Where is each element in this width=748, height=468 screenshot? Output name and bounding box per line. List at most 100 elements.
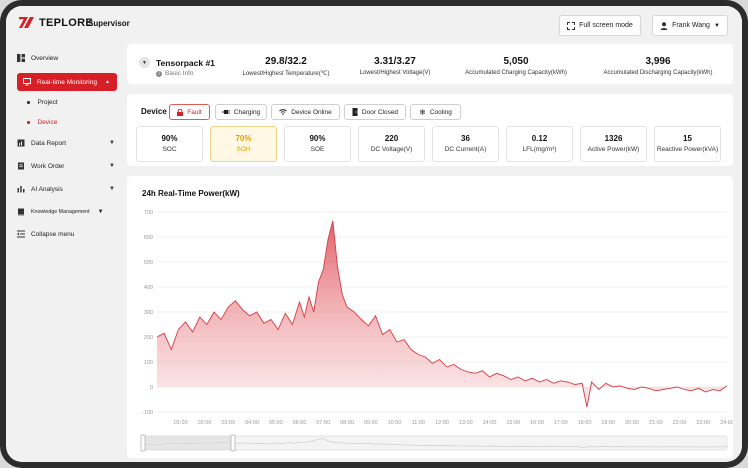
sidebar-subitem-device[interactable]: Device	[27, 119, 57, 126]
stat-charging-capacity: 5,050 Accumulated Charging Capacity(kWh)	[454, 56, 578, 76]
lock-icon	[177, 108, 184, 116]
collapse-icon	[17, 230, 25, 238]
kpi-soe: 90% SOE	[284, 126, 351, 162]
status-badge-device-online[interactable]: Device Online	[271, 104, 340, 120]
stat-temperature: 29.8/32.2 Lowest/Highest Temperature(℃)	[234, 56, 338, 77]
sidebar-item-overview[interactable]: Overview	[17, 49, 58, 67]
stat-value: 29.8/32.2	[265, 56, 307, 67]
snowflake-icon: ❄	[419, 107, 426, 117]
chevron-down-icon: ▼	[97, 209, 104, 215]
kpi-value: 70%	[235, 134, 252, 143]
x-tick-label: 02:00	[198, 420, 212, 426]
sidebar: Overview Real-time Monitoring ▲ Project …	[6, 40, 124, 462]
kpi-soc: 90% SOC	[136, 126, 203, 162]
kpi-value: 36	[461, 134, 470, 143]
y-tick-label: -100	[142, 410, 153, 416]
sidebar-item-work-order[interactable]: Work Order ▼	[17, 157, 117, 175]
status-badge-door-closed[interactable]: Door Closed	[344, 104, 406, 120]
chevron-down-icon: ▼	[109, 163, 115, 169]
kpi-value: 90%	[161, 134, 178, 143]
kpi-lfl: 0.12 LFL(mg/m³)	[506, 126, 573, 162]
door-icon	[352, 108, 358, 116]
kpi-label: DC Voltage(V)	[370, 146, 413, 153]
x-tick-label: 13:00	[459, 420, 473, 426]
kpi-value: 1326	[604, 134, 623, 143]
badge-label: Device Online	[291, 108, 332, 116]
kpi-value: 0.12	[531, 134, 548, 143]
clipboard-icon	[18, 162, 24, 170]
basic-info-link[interactable]: i Basic Info	[156, 70, 194, 77]
x-tick-label: 16:00	[530, 420, 544, 426]
device-title: Device	[141, 107, 167, 116]
bullet-icon	[27, 121, 30, 124]
x-tick-label: 14:00	[483, 420, 497, 426]
status-badge-fault[interactable]: Fault	[169, 104, 210, 120]
sidebar-item-knowledge-management[interactable]: Knowledge Management ▼	[17, 203, 117, 221]
bullet-icon	[27, 101, 30, 104]
x-tick-label: 05:00	[269, 420, 283, 426]
sidebar-item-label: Real-time Monitoring	[37, 78, 97, 86]
range-slider-selection	[143, 436, 233, 450]
x-tick-label: 09:00	[364, 420, 378, 426]
x-tick-label: 12:00	[435, 420, 449, 426]
chevron-down-icon: ▼	[713, 22, 720, 29]
status-badge-cooling[interactable]: ❄ Cooling	[410, 104, 461, 120]
x-tick-label: 08:00	[340, 420, 354, 426]
stat-voltage: 3.31/3.27 Lowest/Highest Voltage(V)	[348, 56, 442, 76]
brand-logo[interactable]: TEPLORE	[18, 16, 93, 29]
chevron-down-icon: ▼	[109, 186, 115, 192]
badge-label: Cooling	[429, 108, 452, 116]
y-tick-label: 300	[144, 310, 153, 316]
dashboard-icon	[17, 54, 25, 62]
stat-label: Lowest/Highest Voltage(V)	[359, 70, 431, 76]
x-tick-label: 07:00	[316, 420, 330, 426]
x-tick-label: 04:00	[245, 420, 259, 426]
stat-discharging-capacity: 3,996 Accumulated Discharging Capacity(k…	[591, 56, 725, 76]
sidebar-item-data-report[interactable]: Data Report ▼	[17, 134, 117, 152]
stat-value: 5,050	[503, 56, 529, 67]
sidebar-item-label: Device	[37, 119, 58, 126]
fullscreen-button[interactable]: Full screen mode	[559, 15, 641, 36]
expand-icon	[567, 21, 576, 30]
sidebar-item-label: AI Analysis	[31, 185, 63, 193]
range-slider-handle-left[interactable]	[140, 434, 146, 452]
sidebar-item-ai-analysis[interactable]: AI Analysis ▼	[17, 180, 117, 198]
x-tick-label: 19:00	[601, 420, 615, 426]
kpi-dc-voltage: 220 DC Voltage(V)	[358, 126, 425, 162]
x-tick-label: 11:00	[412, 420, 425, 426]
x-tick-label: 22:00	[673, 420, 687, 426]
sidebar-subitem-project[interactable]: Project	[27, 99, 58, 106]
y-tick-label: 500	[144, 260, 153, 266]
kpi-label: Active Power(kW)	[587, 146, 640, 153]
series-area	[157, 220, 727, 407]
x-tick-label: 17:00	[554, 420, 568, 426]
power-chart[interactable]: -100 0 100 200 300 400 500 600 700 01:00 02:00 03:0…	[127, 198, 733, 456]
badge-label: Charging	[233, 108, 261, 116]
sidebar-item-label: Work Order	[31, 162, 65, 170]
stat-value: 3,996	[645, 56, 671, 67]
user-menu-button[interactable]: Frank Wang ▼	[652, 15, 728, 36]
y-tick-label: 200	[144, 335, 153, 341]
wifi-icon	[279, 109, 288, 115]
range-slider-preview	[142, 438, 728, 449]
stat-label: Lowest/Highest Temperature(℃)	[242, 71, 330, 77]
kpi-label: SOH	[236, 146, 251, 153]
x-tick-label: 18:00	[578, 420, 592, 426]
sidebar-item-label: Knowledge Management	[31, 209, 90, 215]
kpi-dc-current: 36 DC Current(A)	[432, 126, 499, 162]
y-tick-label: 100	[144, 360, 153, 366]
top-bar: TEPLORE Supervisor Full screen mode Fran…	[6, 6, 742, 40]
logo-icon	[19, 17, 34, 28]
x-tick-label: 01:00	[174, 420, 188, 426]
range-slider-handle-right[interactable]	[230, 434, 236, 452]
stat-label: Accumulated Charging Capacity(kWh)	[465, 70, 567, 76]
x-tick-label: 15:00	[506, 420, 520, 426]
x-tick-label: 20:00	[625, 420, 639, 426]
sidebar-item-realtime-monitoring[interactable]: Real-time Monitoring ▲	[17, 73, 117, 91]
chevron-down-icon: ▼	[109, 140, 115, 146]
pack-collapse-button[interactable]: ▼	[139, 57, 150, 68]
kpi-label: SOC	[162, 146, 177, 153]
sidebar-item-collapse-menu[interactable]: Collapse menu	[17, 225, 74, 243]
status-badge-charging[interactable]: Charging	[215, 104, 267, 120]
stat-value: 3.31/3.27	[374, 56, 416, 67]
